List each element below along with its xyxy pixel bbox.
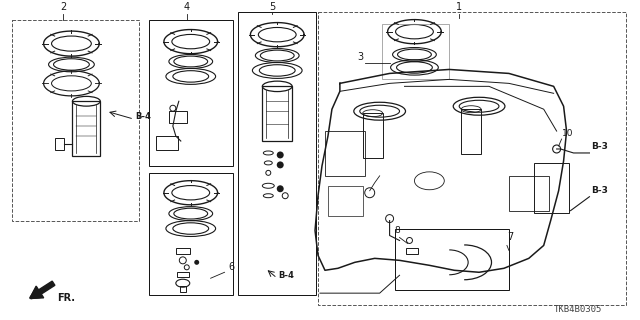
Text: 7: 7 [507, 232, 513, 243]
Bar [406, 248, 419, 254]
Bar [318, 12, 626, 305]
Text: TKB4B0305: TKB4B0305 [554, 305, 602, 314]
Bar [461, 109, 481, 154]
Bar [395, 228, 509, 290]
Bar [156, 136, 178, 150]
FancyArrow shape [30, 281, 55, 299]
Circle shape [276, 161, 284, 168]
Bar [363, 113, 383, 158]
Text: 3: 3 [358, 52, 364, 61]
Text: FR.: FR. [58, 293, 76, 303]
Text: 8: 8 [395, 226, 400, 235]
Text: 2: 2 [60, 2, 67, 12]
Bar [12, 20, 139, 220]
Bar [177, 272, 189, 277]
Text: B-4: B-4 [278, 271, 294, 280]
Bar [169, 111, 187, 123]
Text: 1: 1 [456, 2, 462, 12]
Circle shape [276, 185, 284, 192]
Text: B-3: B-3 [591, 142, 608, 151]
Bar [149, 20, 232, 166]
Bar [239, 12, 316, 295]
Circle shape [194, 260, 199, 265]
Bar [325, 131, 365, 176]
Bar [180, 286, 186, 292]
Circle shape [276, 151, 284, 158]
Text: 4: 4 [184, 2, 190, 12]
Bar [328, 186, 363, 216]
Text: B-4: B-4 [135, 112, 151, 121]
Bar [149, 173, 232, 295]
Bar [262, 86, 292, 141]
Bar [72, 101, 100, 156]
Bar [381, 24, 449, 79]
Bar [176, 248, 189, 254]
Bar [534, 163, 568, 212]
Text: 5: 5 [269, 2, 275, 12]
Bar [54, 138, 65, 150]
Bar [509, 176, 548, 211]
Text: B-3: B-3 [591, 186, 608, 195]
Text: 6: 6 [228, 262, 235, 272]
Text: 10: 10 [562, 129, 573, 138]
